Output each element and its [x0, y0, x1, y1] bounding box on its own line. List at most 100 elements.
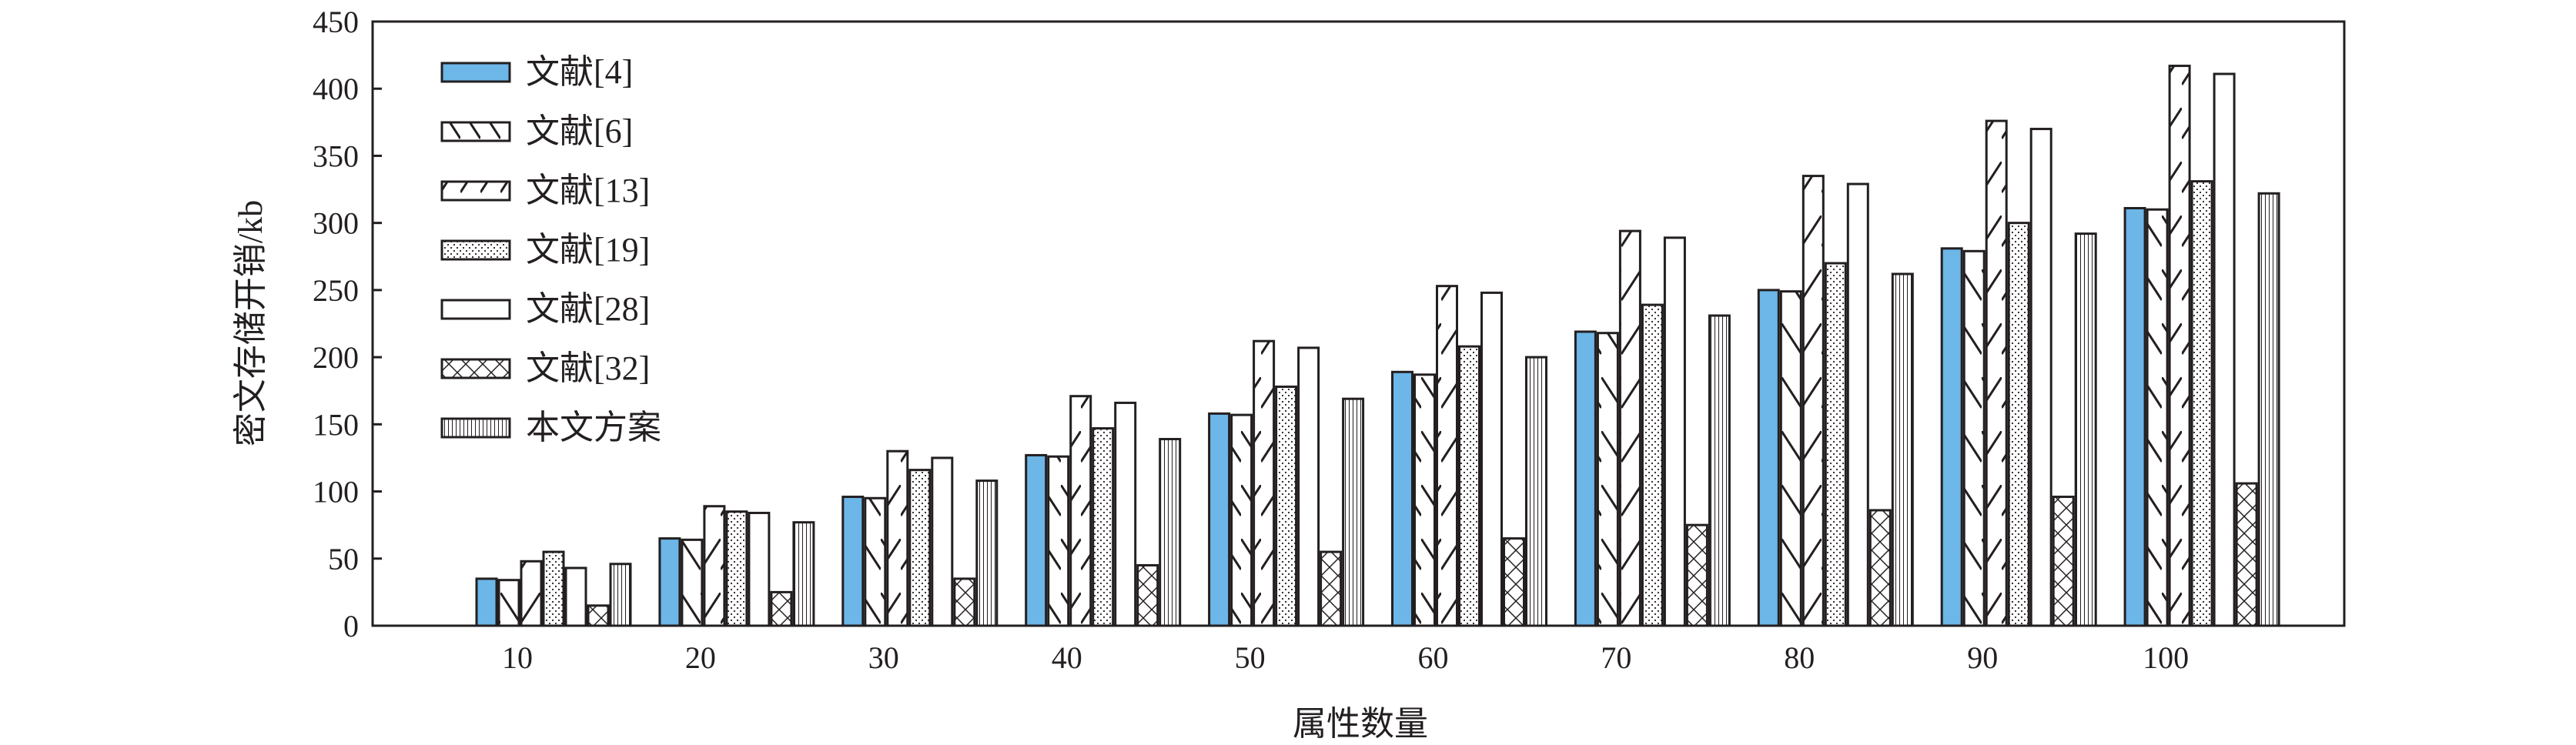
- bar-文献[4]-10: [475, 577, 498, 627]
- x-tick-label: 40: [1052, 640, 1082, 675]
- bar-文献[4]-50: [1208, 412, 1231, 627]
- bar-文献[28]-50: [1297, 346, 1320, 627]
- bar-文献[19]-20: [725, 510, 748, 627]
- legend-swatch: [440, 358, 511, 379]
- bar-文献[32]-100: [2235, 482, 2258, 627]
- legend-swatch: [440, 299, 511, 320]
- bar-文献[19]-60: [1458, 345, 1480, 627]
- bar-文献[28]-40: [1114, 401, 1137, 627]
- legend-swatch: [440, 62, 511, 83]
- bar-文献[13]-10: [520, 560, 543, 627]
- bar-文献[6]-50: [1230, 413, 1253, 627]
- legend-label: 文献[28]: [526, 290, 650, 328]
- bar-文献[13]-70: [1618, 229, 1641, 627]
- bar-文献[32]-40: [1136, 564, 1159, 627]
- bar-本文方案-50: [1342, 397, 1365, 627]
- bar-文献[32]-60: [1503, 537, 1525, 627]
- bar-文献[13]-60: [1436, 285, 1458, 627]
- bar-文献[19]-10: [542, 550, 565, 627]
- bar-文献[28]-20: [748, 511, 771, 627]
- bar-文献[32]-90: [2052, 496, 2075, 627]
- bar-文献[28]-30: [931, 456, 954, 627]
- bar-文献[19]-90: [2007, 222, 2030, 627]
- bar-文献[19]-30: [908, 469, 932, 627]
- y-tick-label: 150: [313, 407, 359, 442]
- bar-文献[4]-60: [1391, 370, 1413, 627]
- x-tick-label: 50: [1235, 640, 1266, 675]
- bar-文献[6]-10: [497, 579, 520, 627]
- bar-文献[13]-40: [1069, 395, 1092, 627]
- y-tick-label: 300: [313, 206, 359, 241]
- legend-label: 文献[13]: [526, 172, 650, 209]
- bar-本文方案-20: [792, 521, 815, 627]
- bar-文献[4]-40: [1025, 453, 1048, 627]
- bar-文献[13]-90: [1985, 119, 2008, 627]
- bar-本文方案-90: [2074, 232, 2097, 627]
- y-tick-label: 200: [313, 340, 359, 375]
- bar-文献[32]-70: [1685, 523, 1708, 627]
- bar-文献[28]-80: [1846, 182, 1869, 627]
- legend-label: 文献[19]: [526, 231, 650, 269]
- legend: 文献[4] 文献[6] 文献[13] 文献[19] 文献[28] 文献[32] 本文方案: [440, 53, 661, 446]
- bar-本文方案-30: [975, 479, 999, 627]
- bar-本文方案-10: [609, 563, 632, 627]
- bar-文献[28]-70: [1663, 236, 1686, 627]
- bar-文献[4]-20: [658, 537, 681, 627]
- bar-文献[6]-90: [1962, 249, 1986, 627]
- y-tick-label: 0: [343, 609, 359, 643]
- bar-文献[6]-70: [1596, 332, 1619, 627]
- bar-文献[6]-80: [1779, 290, 1802, 627]
- bar-文献[13]-20: [703, 505, 726, 627]
- x-tick-label: 30: [868, 640, 899, 675]
- bar-文献[6]-60: [1413, 373, 1436, 627]
- y-tick-label: 250: [313, 273, 359, 308]
- bar-文献[4]-100: [2123, 206, 2146, 627]
- bar-文献[28]-100: [2213, 72, 2236, 627]
- y-tick-label: 450: [313, 5, 359, 39]
- bar-文献[28]-10: [564, 566, 587, 627]
- bar-文献[28]-60: [1480, 291, 1503, 627]
- y-axis-label: 密文存储开销/kb: [232, 200, 269, 446]
- bar-本文方案-80: [1891, 272, 1914, 627]
- bar-文献[32]-30: [953, 577, 976, 627]
- y-tick-label: 50: [328, 542, 359, 576]
- legend-swatch: [440, 180, 511, 202]
- bars: [475, 65, 2280, 627]
- bar-文献[32]-50: [1320, 550, 1343, 627]
- bar-文献[6]-100: [2146, 208, 2169, 627]
- y-tick-label: 350: [313, 139, 359, 173]
- bar-文献[13]-80: [1802, 175, 1825, 627]
- y-tick-label: 100: [313, 475, 359, 509]
- x-tick-label: 100: [2143, 640, 2189, 675]
- bar-文献[13]-100: [2168, 65, 2191, 627]
- x-tick-label: 90: [1967, 640, 1998, 675]
- legend-swatch: [440, 239, 511, 261]
- bar-文献[32]-20: [770, 590, 793, 627]
- bar-本文方案-40: [1159, 438, 1182, 627]
- bar-文献[4]-90: [1940, 247, 1963, 627]
- x-tick-label: 10: [502, 640, 533, 675]
- bar-文献[32]-80: [1868, 509, 1892, 627]
- bar-文献[19]-70: [1641, 303, 1664, 627]
- y-axis: 0 50 100 150 200 250 300 350 400 450: [313, 5, 382, 643]
- legend-swatch: [440, 417, 511, 439]
- legend-label: 本文方案: [526, 409, 661, 446]
- bar-文献[6]-30: [864, 496, 887, 627]
- bar-本文方案-60: [1525, 356, 1547, 627]
- bar-文献[19]-50: [1275, 385, 1298, 627]
- legend-swatch: [440, 121, 511, 142]
- bar-文献[13]-50: [1253, 339, 1276, 627]
- bar-文献[19]-100: [2190, 180, 2213, 627]
- y-tick-label: 400: [313, 72, 359, 106]
- bar-文献[6]-20: [681, 538, 704, 627]
- bar-文献[4]-30: [841, 496, 865, 627]
- bar-文献[19]-40: [1092, 427, 1115, 627]
- bar-文献[32]-10: [587, 604, 610, 627]
- legend-label: 文献[4]: [526, 53, 633, 91]
- x-axis: 10 20 30 40 50 60 70 80 90 100: [502, 616, 2189, 675]
- bar-文献[19]-80: [1824, 262, 1847, 627]
- x-tick-label: 80: [1784, 640, 1815, 675]
- x-tick-label: 70: [1601, 640, 1631, 675]
- bar-本文方案-100: [2257, 192, 2280, 627]
